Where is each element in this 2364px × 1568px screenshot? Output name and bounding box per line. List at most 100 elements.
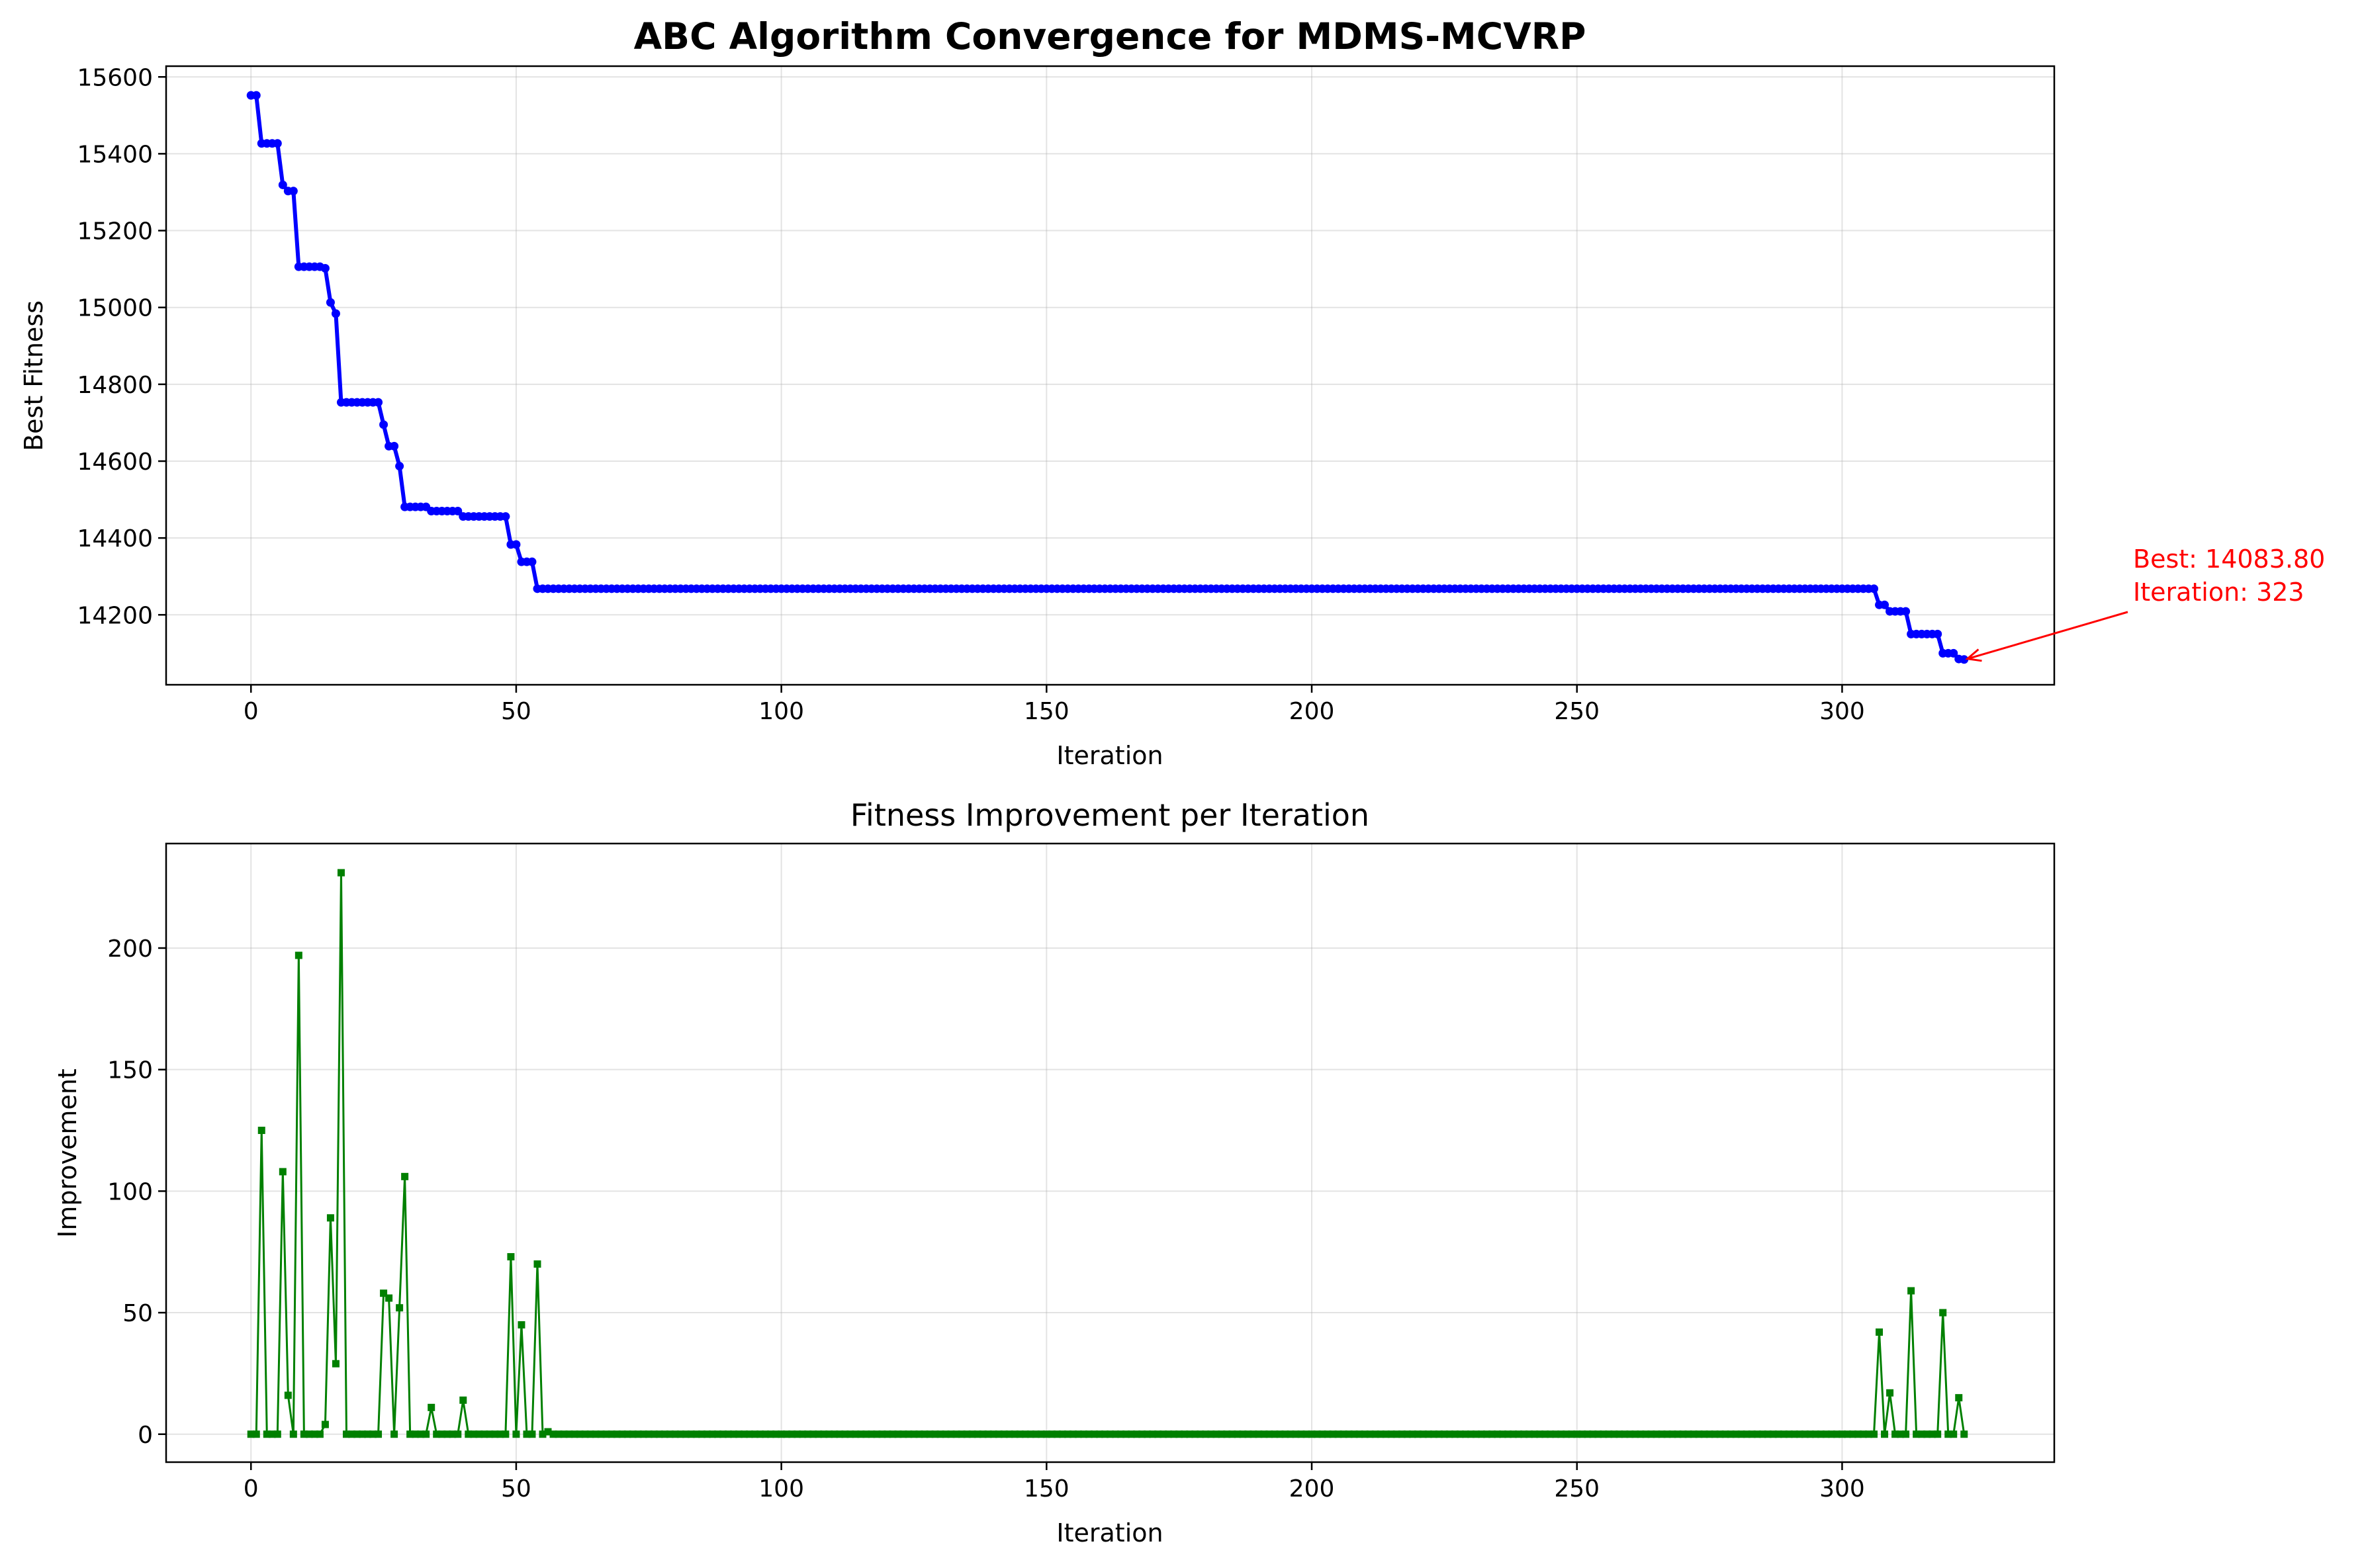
improvement-point — [1058, 1430, 1066, 1438]
improvement-point — [878, 1430, 886, 1438]
convergence-y-tick-label: 15200 — [77, 218, 153, 245]
improvement-point — [491, 1430, 499, 1438]
improvement-point — [650, 1430, 658, 1438]
improvement-point — [565, 1430, 573, 1438]
improvement-point — [1197, 1430, 1205, 1438]
improvement-x-ticks: 0 50 100 150 200 250 300 — [244, 1462, 1865, 1503]
improvement-point — [1398, 1430, 1406, 1438]
improvement-point — [1271, 1430, 1279, 1438]
improvement-point — [1451, 1430, 1459, 1438]
improvement-x-tick-label: 50 — [501, 1475, 531, 1503]
improvement-point — [544, 1428, 552, 1436]
improvement-point — [1679, 1430, 1687, 1438]
improvement-point — [396, 1304, 404, 1312]
improvement-point — [1663, 1430, 1671, 1438]
convergence-x-axis-label: Iteration — [1056, 741, 1163, 770]
improvement-point — [263, 1430, 271, 1438]
improvement-point — [273, 1430, 281, 1438]
improvement-point — [1848, 1430, 1856, 1438]
improvement-point — [608, 1430, 615, 1438]
improvement-point — [687, 1430, 695, 1438]
improvement-point — [496, 1430, 504, 1438]
improvement-point — [974, 1430, 981, 1438]
improvement-point — [268, 1430, 276, 1438]
improvement-point — [1578, 1430, 1586, 1438]
improvement-point — [1668, 1430, 1676, 1438]
improvement-point — [1796, 1430, 1803, 1438]
improvement-point — [1467, 1430, 1475, 1438]
improvement-point — [1929, 1430, 1936, 1438]
improvement-point — [1774, 1430, 1782, 1438]
improvement-point — [1886, 1389, 1894, 1397]
improvement-point — [634, 1430, 642, 1438]
improvement-point — [645, 1430, 653, 1438]
improvement-point — [586, 1430, 594, 1438]
improvement-point — [332, 1360, 340, 1368]
improvement-point — [1361, 1430, 1369, 1438]
improvement-point — [1069, 1430, 1077, 1438]
improvement-point — [337, 869, 345, 877]
convergence-x-tick-label: 150 — [1024, 698, 1069, 725]
improvement-point — [1913, 1430, 1921, 1438]
improvement-point — [1907, 1287, 1915, 1295]
improvement-point — [1801, 1430, 1809, 1438]
improvement-point — [1902, 1430, 1910, 1438]
improvement-point — [1074, 1430, 1082, 1438]
improvement-point — [825, 1430, 833, 1438]
improvement-point — [936, 1430, 944, 1438]
improvement-point — [1350, 1430, 1358, 1438]
improvement-point — [1265, 1430, 1273, 1438]
improvement-point — [1780, 1430, 1788, 1438]
improvement-point — [820, 1430, 828, 1438]
improvement-point — [1021, 1430, 1029, 1438]
improvement-point — [735, 1430, 743, 1438]
improvement-point — [1223, 1430, 1231, 1438]
improvement-point — [1732, 1430, 1740, 1438]
improvement-point — [1743, 1430, 1750, 1438]
improvement-point — [708, 1430, 716, 1438]
improvement-point — [502, 1430, 510, 1438]
improvement-point — [1854, 1430, 1862, 1438]
improvement-point — [1107, 1430, 1114, 1438]
convergence-point — [320, 263, 330, 273]
improvement-point — [1637, 1430, 1645, 1438]
convergence-x-tick-label: 100 — [758, 698, 804, 725]
improvement-y-tick-label: 200 — [107, 936, 153, 963]
improvement-point — [316, 1430, 324, 1438]
improvement-point — [841, 1430, 849, 1438]
improvement-grid — [166, 844, 2054, 1462]
improvement-point — [518, 1321, 525, 1328]
improvement-point — [1355, 1430, 1363, 1438]
improvement-point — [1536, 1430, 1544, 1438]
improvement-point — [719, 1430, 727, 1438]
improvement-point — [1547, 1430, 1555, 1438]
improvement-point — [359, 1430, 367, 1438]
improvement-point — [300, 1430, 308, 1438]
improvement-point — [1329, 1430, 1337, 1438]
improvement-point — [1753, 1430, 1761, 1438]
improvement-point — [1042, 1430, 1050, 1438]
improvement-point — [905, 1430, 913, 1438]
improvement-point — [931, 1430, 939, 1438]
improvement-point — [1053, 1430, 1061, 1438]
improvement-point — [1653, 1430, 1660, 1438]
improvement-point — [1117, 1430, 1125, 1438]
improvement-point — [1085, 1430, 1093, 1438]
improvement-point — [385, 1294, 393, 1302]
improvement-point — [947, 1430, 955, 1438]
improvement-x-tick-label: 300 — [1819, 1475, 1865, 1503]
convergence-point — [289, 187, 298, 196]
improvement-point — [1292, 1430, 1300, 1438]
improvement-point — [1870, 1430, 1878, 1438]
improvement-point — [1711, 1430, 1719, 1438]
improvement-point — [1843, 1430, 1851, 1438]
improvement-point — [692, 1430, 700, 1438]
improvement-point — [1721, 1430, 1729, 1438]
improvement-point — [1297, 1430, 1305, 1438]
improvement-point — [507, 1253, 515, 1261]
improvement-point — [549, 1430, 557, 1438]
improvement-point — [1674, 1430, 1682, 1438]
improvement-point — [623, 1430, 631, 1438]
improvement-point — [1392, 1430, 1400, 1438]
convergence-point — [512, 540, 521, 549]
